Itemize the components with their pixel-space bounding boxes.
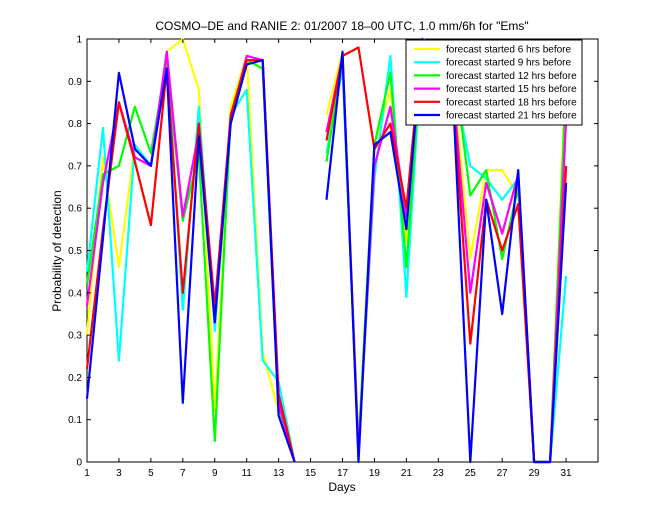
legend-entry-2: forecast started 9 hrs before — [446, 58, 572, 69]
legend: forecast started 6 hrs before forecast st… — [405, 39, 583, 126]
y-tick-label: 1 — [76, 35, 82, 46]
legend-entry-4: forecast started 15 hrs before — [446, 84, 577, 95]
chart-title: COSMO–DE and RANIE 2: 01/2007 18–00 UTC,… — [155, 19, 528, 33]
x-tick-label: 5 — [148, 468, 154, 479]
x-tick-label: 1 — [84, 468, 90, 479]
y-tick-label: 0 — [76, 458, 82, 469]
x-tick-label: 27 — [497, 468, 509, 479]
x-tick-label: 13 — [273, 468, 285, 479]
x-tick-label: 17 — [337, 468, 349, 479]
x-tick-label: 23 — [433, 468, 445, 479]
y-tick-label: 0.2 — [68, 373, 82, 384]
legend-entry-5: forecast started 18 hrs before — [446, 97, 577, 108]
x-tick-label: 15 — [305, 468, 317, 479]
legend-entry-1: forecast started 6 hrs before — [446, 45, 572, 56]
y-tick-label: 0.3 — [68, 331, 82, 342]
y-tick-label: 0.1 — [68, 415, 82, 426]
legend-entry-6: forecast started 21 hrs before — [446, 111, 577, 122]
y-tick-label: 0.9 — [68, 77, 82, 88]
y-tick-label: 0.7 — [68, 161, 82, 172]
y-tick-label: 0.6 — [68, 204, 82, 215]
x-tick-label: 9 — [212, 468, 218, 479]
x-tick-label: 21 — [401, 468, 413, 479]
x-tick-label: 31 — [561, 468, 573, 479]
y-axis-label: Probability of detection — [50, 190, 64, 311]
x-tick-label: 11 — [241, 468, 252, 479]
y-tick-label: 0.4 — [68, 288, 82, 299]
x-tick-label: 29 — [529, 468, 541, 479]
legend-box — [405, 39, 583, 126]
x-tick-label: 19 — [369, 468, 381, 479]
y-tick-label: 0.8 — [68, 119, 82, 130]
x-axis-label: Days — [328, 480, 355, 494]
x-tick-label: 25 — [465, 468, 477, 479]
x-tick-label: 3 — [116, 468, 122, 479]
y-tick-label: 0.5 — [68, 246, 82, 257]
ticks-layer: 1 3 5 7 9 11 13 15 17 19 21 23 25 27 29 3100.10.20.30.4… — [68, 35, 598, 479]
x-tick-label: 7 — [180, 468, 186, 479]
legend-entry-3: forecast started 12 hrs before — [446, 71, 577, 82]
